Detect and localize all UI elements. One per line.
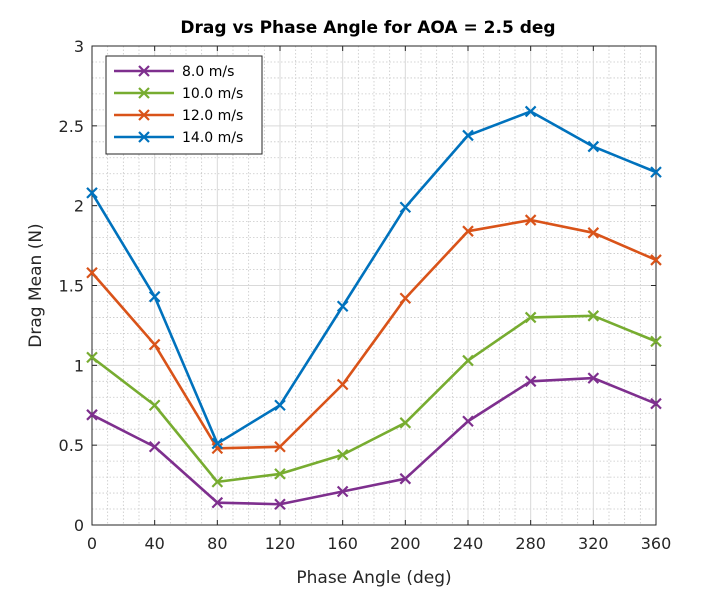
y-tick-label: 2.5 — [59, 117, 84, 136]
legend-entry: 14.0 m/s — [114, 130, 243, 146]
y-tick-label: 0.5 — [59, 436, 84, 455]
x-tick-label: 320 — [578, 534, 609, 553]
series-layer — [86, 105, 662, 511]
legend-entry: 12.0 m/s — [114, 108, 243, 124]
x-tick-label: 80 — [207, 534, 227, 553]
x-tick-label: 240 — [453, 534, 484, 553]
data-point-marker — [336, 485, 349, 498]
data-point-marker — [274, 399, 286, 412]
series-14-0-m-s — [86, 105, 662, 450]
data-point-marker — [211, 496, 224, 509]
x-tick-label: 360 — [641, 534, 672, 553]
x-tick-label: 0 — [87, 534, 97, 553]
legend-marker — [138, 65, 150, 77]
data-point-marker — [211, 437, 224, 450]
y-axis: 0 0.5 1 1.5 2 2.5 3 — [59, 37, 656, 535]
legend-marker — [138, 87, 150, 99]
data-point-marker — [211, 476, 224, 488]
x-axis-label: Phase Angle (deg) — [296, 568, 451, 588]
data-point-marker — [336, 378, 349, 391]
data-point-marker — [274, 440, 286, 453]
data-point-marker — [86, 187, 98, 199]
data-point-marker — [524, 214, 537, 226]
x-tick-label: 160 — [327, 534, 358, 553]
data-point-marker — [86, 409, 98, 421]
series-line-10-0-m-s — [91, 314, 657, 484]
series-10-0-m-s — [86, 310, 662, 488]
series-12-0-m-s — [86, 214, 662, 455]
x-tick-label: 280 — [515, 534, 546, 553]
data-point-marker — [587, 372, 600, 384]
y-tick-label: 2 — [74, 197, 84, 216]
legend-label: 14.0 m/s — [182, 130, 243, 146]
y-tick-label: 3 — [74, 37, 84, 56]
data-point-marker — [587, 227, 600, 239]
data-point-marker — [462, 354, 474, 367]
legend: 8.0 m/s 10.0 m/s 12.0 m/s 14.0 m/s — [105, 55, 263, 155]
data-point-marker — [148, 338, 161, 351]
data-point-marker — [86, 266, 98, 279]
data-point-marker — [399, 292, 412, 305]
data-point-marker — [86, 351, 98, 364]
data-point-marker — [462, 225, 474, 237]
legend-entry: 8.0 m/s — [114, 64, 234, 80]
data-point-marker — [211, 442, 224, 455]
data-point-marker — [524, 311, 537, 324]
legend-label: 8.0 m/s — [182, 64, 234, 80]
data-point-marker — [148, 290, 161, 303]
series-line-8-0-m-s — [91, 376, 657, 506]
legend-label: 12.0 m/s — [182, 108, 243, 124]
y-tick-label: 1 — [74, 356, 84, 375]
data-point-marker — [587, 310, 600, 322]
data-point-marker — [148, 399, 161, 412]
data-point-marker — [336, 300, 349, 313]
data-point-marker — [462, 415, 474, 427]
data-point-marker — [524, 105, 537, 118]
data-point-marker — [587, 140, 600, 153]
y-axis-label: Drag Mean (N) — [26, 223, 46, 347]
data-point-marker — [399, 472, 412, 485]
data-point-marker — [650, 166, 662, 178]
x-tick-label: 120 — [265, 534, 296, 553]
series-8-0-m-s — [86, 372, 662, 511]
data-point-marker — [399, 201, 412, 214]
data-point-marker — [462, 129, 474, 142]
data-point-marker — [399, 417, 412, 429]
data-point-marker — [274, 498, 286, 511]
series-line-12-0-m-s — [91, 218, 657, 450]
legend-entry: 10.0 m/s — [114, 86, 243, 102]
x-tick-label: 40 — [144, 534, 164, 553]
data-point-marker — [524, 375, 537, 388]
data-point-marker — [274, 468, 286, 480]
data-point-marker — [650, 254, 662, 266]
legend-label: 10.0 m/s — [182, 86, 243, 102]
data-point-marker — [650, 335, 662, 348]
x-tick-label: 200 — [390, 534, 421, 553]
series-line-14-0-m-s — [90, 110, 657, 445]
y-tick-label: 0 — [74, 516, 84, 535]
legend-marker — [138, 109, 150, 121]
x-axis: 0 40 80 120 160 200 240 280 320 360 — [87, 46, 671, 553]
data-point-marker — [336, 448, 349, 461]
y-tick-label: 1.5 — [59, 277, 84, 296]
legend-marker — [138, 131, 150, 143]
data-point-marker — [650, 397, 662, 410]
chart-title: Drag vs Phase Angle for AOA = 2.5 deg — [180, 18, 555, 38]
data-point-marker — [148, 440, 161, 453]
